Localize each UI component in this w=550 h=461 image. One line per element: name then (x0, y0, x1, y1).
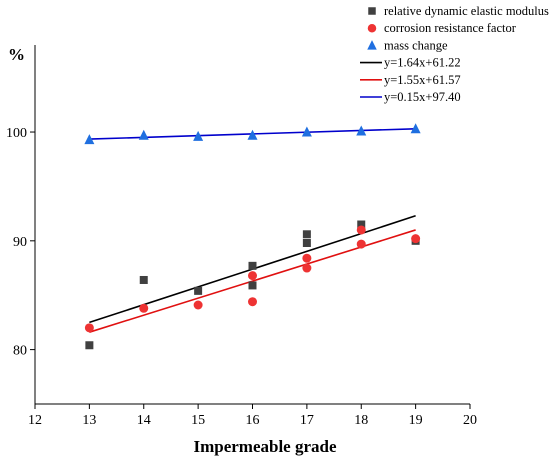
data-point-triangle (247, 129, 258, 140)
y-axis-unit-label: % (8, 45, 25, 64)
data-point-square (139, 275, 148, 284)
fit-line-1 (89, 229, 416, 333)
legend-fit-label: y=0.15x+97.40 (384, 90, 461, 104)
data-point-circle (248, 271, 257, 281)
data-point-square (302, 238, 311, 247)
data-point-circle (356, 239, 366, 249)
x-tick-label: 12 (28, 413, 42, 428)
data-point-circle (411, 234, 421, 244)
y-tick-label: 90 (13, 235, 27, 250)
data-point-triangle (301, 126, 312, 137)
data-point-square (85, 341, 94, 350)
data-point-triangle (410, 123, 421, 134)
data-point-square (248, 261, 257, 270)
data-point-square (194, 286, 203, 295)
legend-label: mass change (384, 38, 448, 52)
x-tick-label: 18 (354, 413, 368, 428)
y-tick-label: 100 (6, 126, 27, 141)
data-point-square (357, 220, 366, 229)
x-tick-label: 16 (246, 413, 260, 428)
data-markers (84, 123, 421, 350)
legend-fit-label: y=1.64x+61.22 (384, 56, 461, 70)
x-tick-label: 19 (409, 413, 423, 428)
legend-square-marker (368, 7, 376, 15)
data-point-circle (302, 253, 312, 263)
y-tick-label: 80 (13, 344, 27, 359)
data-point-circle (356, 225, 366, 235)
x-axis-title: Impermeable grade (193, 437, 337, 456)
data-point-triangle (193, 130, 204, 141)
x-tick-label: 15 (191, 413, 205, 428)
x-tick-label: 17 (300, 413, 314, 428)
x-tick-label: 14 (137, 413, 151, 428)
axes: 12 13 14 15 16 17 18 19 20 80 90 100 (6, 45, 477, 428)
legend-label: relative dynamic elastic modulus (384, 4, 549, 18)
data-point-circle (193, 300, 203, 310)
data-point-circle (84, 323, 94, 333)
data-point-square (302, 230, 311, 239)
data-point-circle (248, 297, 257, 307)
legend-triangle-marker (367, 40, 377, 50)
legend-circle-marker (367, 23, 377, 33)
data-point-triangle (138, 129, 149, 140)
data-point-circle (302, 263, 312, 273)
legend-fit-label: y=1.55x+61.57 (384, 73, 461, 87)
data-point-square (248, 281, 257, 290)
x-tick-label: 20 (463, 413, 477, 428)
legend-label: corrosion resistance factor (384, 21, 517, 35)
data-point-triangle (356, 125, 367, 136)
data-point-triangle (84, 134, 95, 145)
x-tick-label: 13 (82, 413, 96, 428)
legend: relative dynamic elastic modulus corrosio… (360, 4, 549, 104)
data-point-circle (139, 303, 149, 313)
